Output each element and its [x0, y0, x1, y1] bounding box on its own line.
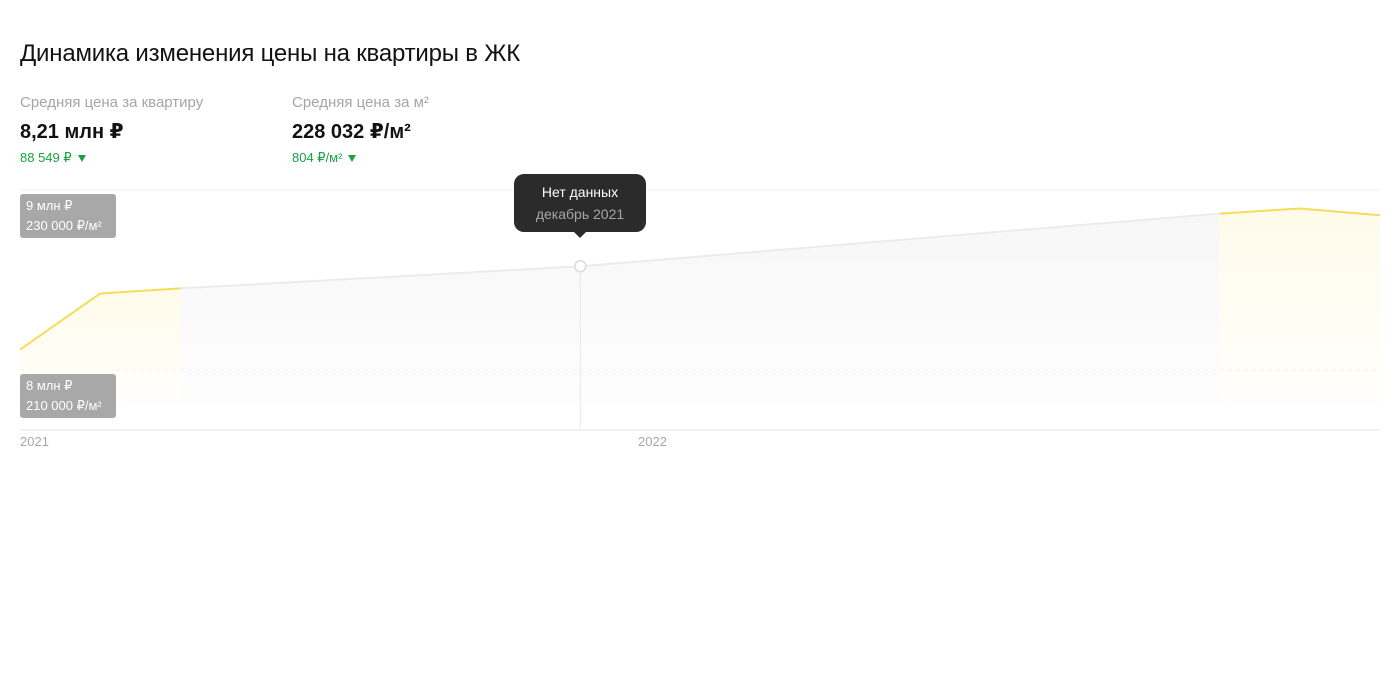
series-area-2	[1219, 208, 1380, 405]
stat-label: Средняя цена за м²	[292, 94, 429, 111]
hover-point-marker	[574, 260, 587, 273]
chart-tooltip: Нет данных декабрь 2021	[514, 174, 646, 238]
tooltip-subtitle: декабрь 2021	[535, 206, 625, 222]
y-axis-price: 8 млн ₽	[26, 378, 73, 393]
stat-change-value: 88 549 ₽	[20, 150, 72, 165]
no-data-area-1	[180, 213, 1220, 405]
tooltip-title: Нет данных	[541, 184, 619, 200]
stat-value: 8,21 млн ₽	[20, 121, 124, 143]
stat-avg-sqm-price: Средняя цена за м² 228 032 ₽/м² 804 ₽/м²	[292, 94, 429, 166]
y-axis-label-top: 9 млн ₽ 230 000 ₽/м²	[20, 194, 116, 238]
y-axis-label-bottom: 8 млн ₽ 210 000 ₽/м²	[20, 374, 116, 418]
series-line-2	[1219, 207, 1381, 217]
arrow-down-icon	[77, 154, 86, 162]
price-chart[interactable]	[0, 0, 1400, 460]
x-axis-label: 2022	[638, 434, 667, 449]
stat-change-value: 804 ₽/м²	[292, 150, 343, 165]
stat-label: Средняя цена за квартиру	[20, 94, 204, 111]
series-line-0	[19, 287, 181, 351]
x-axis-label: 2021	[20, 434, 49, 449]
stat-change: 88 549 ₽	[20, 150, 203, 166]
page-title: Динамика изменения цены на квартиры в ЖК	[20, 40, 521, 67]
stat-value: 228 032 ₽/м²	[292, 121, 411, 143]
stat-avg-apartment-price: Средняя цена за квартиру 8,21 млн ₽ 88 5…	[20, 94, 203, 166]
arrow-down-icon	[348, 154, 357, 162]
stat-change: 804 ₽/м²	[292, 150, 429, 166]
y-axis-sqm: 230 000 ₽/м²	[26, 218, 102, 233]
y-axis-sqm: 210 000 ₽/м²	[26, 398, 102, 413]
y-axis-price: 9 млн ₽	[26, 198, 73, 213]
